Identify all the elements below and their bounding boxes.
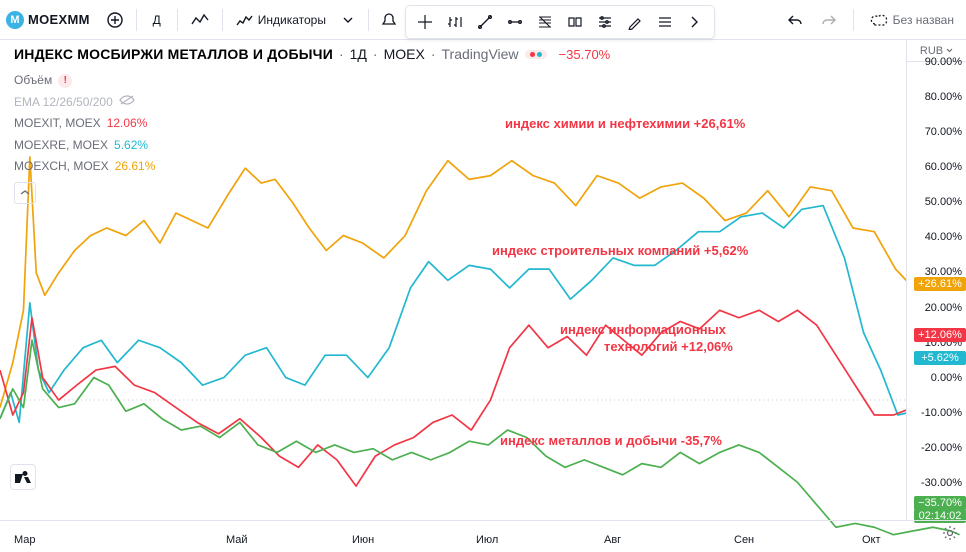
more-tools-button[interactable]	[680, 8, 710, 36]
legend-item[interactable]: MOEXCH, MOEX 26.61%	[14, 156, 155, 178]
time-label: Июн	[352, 534, 374, 546]
legend-item-name: MOEXIT, MOEX	[14, 113, 101, 135]
time-label: Сен	[734, 534, 754, 546]
price-tag: +5.62%	[914, 351, 966, 365]
legend-expand-button[interactable]	[14, 182, 36, 204]
price-tick: 90.00%	[925, 56, 962, 68]
layout-name: Без назван	[893, 13, 954, 27]
settings-icon[interactable]	[942, 525, 958, 546]
range-tool-button[interactable]	[590, 8, 620, 36]
tradingview-logo[interactable]	[10, 464, 36, 490]
trendline-tool-button[interactable]	[470, 8, 500, 36]
fib-tool-button[interactable]	[530, 8, 560, 36]
redo-button[interactable]	[815, 6, 843, 34]
legend-item-name: MOEXRE, MOEX	[14, 135, 108, 157]
divider	[222, 9, 223, 31]
price-tag: −35.70%	[914, 496, 966, 510]
add-symbol-button[interactable]	[100, 6, 130, 34]
annotation: индекс строительных компаний +5,62%	[492, 243, 748, 258]
price-tick: 50.00%	[925, 196, 962, 208]
interval-button[interactable]: Д	[143, 6, 171, 34]
price-scale[interactable]: RUB 90.00% 80.00% 70.00% 60.00% 50.00% 40.00%…	[906, 40, 966, 520]
cross-tool-button[interactable]	[410, 8, 440, 36]
divider	[136, 9, 137, 31]
alert-button[interactable]	[375, 6, 403, 34]
legend-item-value: 12.06%	[107, 113, 148, 135]
price-tag: +26.61%	[914, 277, 966, 291]
brush-tool-button[interactable]	[620, 8, 650, 36]
ema-label[interactable]: EMA 12/26/50/200	[14, 92, 113, 114]
chart-exchange: MOEX	[384, 46, 425, 62]
visibility-off-icon[interactable]	[119, 92, 135, 114]
price-tick: 70.00%	[925, 126, 962, 138]
divider	[177, 9, 178, 31]
legend-item[interactable]: MOEXIT, MOEX 12.06%	[14, 113, 155, 135]
time-label: Авг	[604, 534, 621, 546]
divider	[853, 9, 854, 31]
annotation: индекс химии и нефтехимии +26,61%	[505, 116, 745, 131]
series-MOEXIT[interactable]	[0, 310, 960, 486]
legend-item[interactable]: MOEXRE, MOEX 5.62%	[14, 135, 155, 157]
time-label: Окт	[862, 534, 881, 546]
volume-label[interactable]: Объём	[14, 70, 52, 92]
pattern-tool-button[interactable]	[560, 8, 590, 36]
drawing-toolbar	[405, 5, 715, 39]
time-label: Май	[226, 534, 248, 546]
annotation: индекс информационных	[560, 322, 726, 337]
chart-provider: TradingView	[442, 46, 519, 62]
undo-button[interactable]	[781, 6, 809, 34]
indicators-label: Индикаторы	[258, 13, 326, 27]
annotation: индекс металлов и добычи -35,7%	[500, 433, 722, 448]
legend-item-value: 5.62%	[114, 135, 148, 157]
chart-interval: 1Д	[350, 46, 367, 62]
currency-label: RUB	[920, 45, 943, 57]
symbol-name[interactable]: MOEXMM	[28, 12, 90, 27]
indicators-button[interactable]: Индикаторы	[229, 6, 332, 34]
price-tag: +12.06%	[914, 328, 966, 342]
symbol-badge: M	[6, 11, 24, 29]
bars-tool-button[interactable]	[440, 8, 470, 36]
hline-tool-button[interactable]	[500, 8, 530, 36]
price-tick: -10.00%	[921, 407, 962, 419]
price-tick: 20.00%	[925, 302, 962, 314]
chart-style-button[interactable]	[184, 6, 216, 34]
price-tick: 60.00%	[925, 161, 962, 173]
series-MOEXRE[interactable]	[0, 206, 960, 423]
price-tick: 0.00%	[931, 372, 962, 384]
divider	[368, 9, 369, 31]
chart-title[interactable]: ИНДЕКС МОСБИРЖИ МЕТАЛЛОВ И ДОБЫЧИ	[14, 46, 333, 62]
chart-header: ИНДЕКС МОСБИРЖИ МЕТАЛЛОВ И ДОБЫЧИ · 1Д ·…	[14, 46, 610, 62]
chart-pane[interactable]: ИНДЕКС МОСБИРЖИ МЕТАЛЛОВ И ДОБЫЧИ · 1Д ·…	[0, 40, 966, 520]
series-MOEXMM[interactable]	[0, 340, 960, 534]
status-badge	[525, 50, 547, 59]
magnet-tool-button[interactable]	[650, 8, 680, 36]
layout-name-button[interactable]: Без назван	[864, 6, 960, 34]
legend-item-value: 26.61%	[115, 156, 156, 178]
time-label: Июл	[476, 534, 498, 546]
chart-change: −35.70%	[559, 47, 611, 62]
warning-icon: !	[58, 74, 72, 88]
price-tick: 80.00%	[925, 91, 962, 103]
time-label: Мар	[14, 534, 36, 546]
price-tick: 40.00%	[925, 231, 962, 243]
legend-item-name: MOEXCH, MOEX	[14, 156, 109, 178]
templates-button[interactable]	[334, 6, 362, 34]
time-axis[interactable]: Мар Май Июн Июл Авг Сен Окт	[0, 520, 966, 546]
price-tick: -20.00%	[921, 442, 962, 454]
price-tick: -30.00%	[921, 477, 962, 489]
annotation: технологий +12,06%	[604, 339, 733, 354]
legend: Объём ! EMA 12/26/50/200 MOEXIT, MOEX 12.…	[14, 70, 155, 204]
